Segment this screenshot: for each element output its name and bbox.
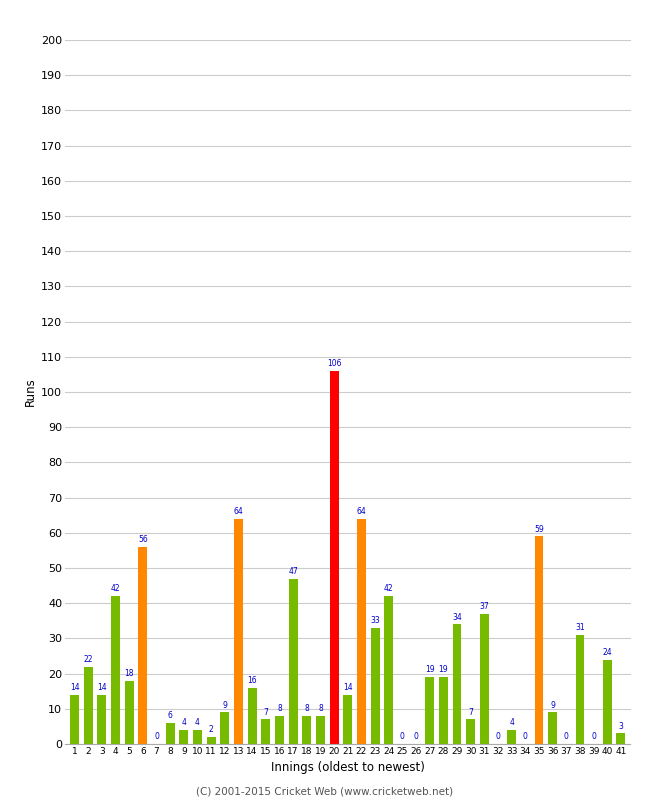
Bar <box>138 547 148 744</box>
Text: 42: 42 <box>384 584 393 594</box>
Bar <box>179 730 188 744</box>
Bar <box>316 716 325 744</box>
Bar <box>370 628 380 744</box>
Text: 42: 42 <box>111 584 120 594</box>
Bar <box>125 681 134 744</box>
Bar <box>548 712 557 744</box>
Bar <box>166 723 175 744</box>
Bar <box>234 518 243 744</box>
Bar <box>466 719 475 744</box>
Bar <box>439 677 448 744</box>
Bar <box>357 518 366 744</box>
Text: 64: 64 <box>233 507 243 516</box>
Bar <box>343 694 352 744</box>
Text: 0: 0 <box>400 732 405 741</box>
Text: (C) 2001-2015 Cricket Web (www.cricketweb.net): (C) 2001-2015 Cricket Web (www.cricketwe… <box>196 786 454 796</box>
Text: 7: 7 <box>468 707 473 717</box>
Bar <box>480 614 489 744</box>
Text: 16: 16 <box>247 676 257 685</box>
Bar <box>207 737 216 744</box>
Text: 59: 59 <box>534 525 544 534</box>
Text: 9: 9 <box>222 701 227 710</box>
Text: 33: 33 <box>370 616 380 625</box>
Text: 24: 24 <box>603 648 612 657</box>
Text: 106: 106 <box>327 359 341 368</box>
Bar <box>507 730 516 744</box>
Bar <box>220 712 229 744</box>
Bar <box>111 596 120 744</box>
Bar <box>248 688 257 744</box>
Text: 18: 18 <box>124 669 134 678</box>
Text: 9: 9 <box>550 701 555 710</box>
Text: 3: 3 <box>619 722 623 730</box>
Text: 0: 0 <box>592 732 596 741</box>
Bar <box>289 578 298 744</box>
Text: 31: 31 <box>575 623 585 632</box>
Text: 8: 8 <box>277 704 282 713</box>
Text: 8: 8 <box>318 704 323 713</box>
Bar <box>84 666 93 744</box>
Y-axis label: Runs: Runs <box>24 378 37 406</box>
Bar <box>70 694 79 744</box>
Bar <box>603 659 612 744</box>
Bar <box>98 694 107 744</box>
Text: 19: 19 <box>439 666 448 674</box>
Bar <box>575 635 584 744</box>
Text: 0: 0 <box>523 732 528 741</box>
Bar <box>384 596 393 744</box>
Bar <box>261 719 270 744</box>
Text: 37: 37 <box>480 602 489 611</box>
Text: 0: 0 <box>495 732 500 741</box>
Text: 14: 14 <box>70 683 79 692</box>
Text: 4: 4 <box>181 718 187 727</box>
Text: 22: 22 <box>83 654 93 664</box>
Bar <box>302 716 311 744</box>
Text: 34: 34 <box>452 613 462 622</box>
Text: 64: 64 <box>357 507 367 516</box>
Text: 47: 47 <box>288 566 298 576</box>
Text: 14: 14 <box>97 683 107 692</box>
Text: 19: 19 <box>425 666 434 674</box>
Bar <box>616 734 625 744</box>
Text: 14: 14 <box>343 683 352 692</box>
Bar <box>425 677 434 744</box>
Text: 8: 8 <box>304 704 309 713</box>
Text: 7: 7 <box>263 707 268 717</box>
Text: 4: 4 <box>195 718 200 727</box>
Bar <box>330 371 339 744</box>
Text: 0: 0 <box>154 732 159 741</box>
Text: 0: 0 <box>564 732 569 741</box>
X-axis label: Innings (oldest to newest): Innings (oldest to newest) <box>271 762 424 774</box>
Text: 4: 4 <box>509 718 514 727</box>
Text: 56: 56 <box>138 535 148 544</box>
Bar <box>275 716 284 744</box>
Bar <box>534 536 543 744</box>
Text: 2: 2 <box>209 725 214 734</box>
Text: 6: 6 <box>168 711 173 720</box>
Bar <box>193 730 202 744</box>
Bar <box>452 624 462 744</box>
Text: 0: 0 <box>413 732 419 741</box>
